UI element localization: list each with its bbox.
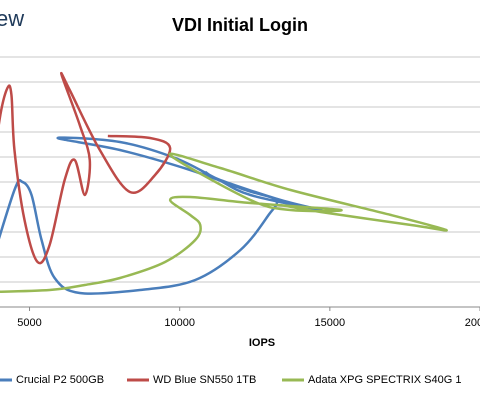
watermark: ew xyxy=(0,6,24,31)
chart-title: VDI Initial Login xyxy=(172,15,308,35)
x-tick-label: 10000 xyxy=(164,317,195,329)
x-axis-label: IOPS xyxy=(249,337,275,349)
x-tick-label: 5000 xyxy=(17,317,41,329)
legend-label: Crucial P2 500GB xyxy=(16,374,104,386)
series-line xyxy=(0,136,323,295)
legend-label: Adata XPG SPECTRIX S40G 1 xyxy=(308,374,461,386)
x-tick-label: 20000 xyxy=(465,317,480,329)
series-line xyxy=(0,71,172,265)
series-line xyxy=(0,152,448,293)
x-tick-label: 15000 xyxy=(315,317,346,329)
legend-label: WD Blue SN550 1TB xyxy=(153,374,256,386)
